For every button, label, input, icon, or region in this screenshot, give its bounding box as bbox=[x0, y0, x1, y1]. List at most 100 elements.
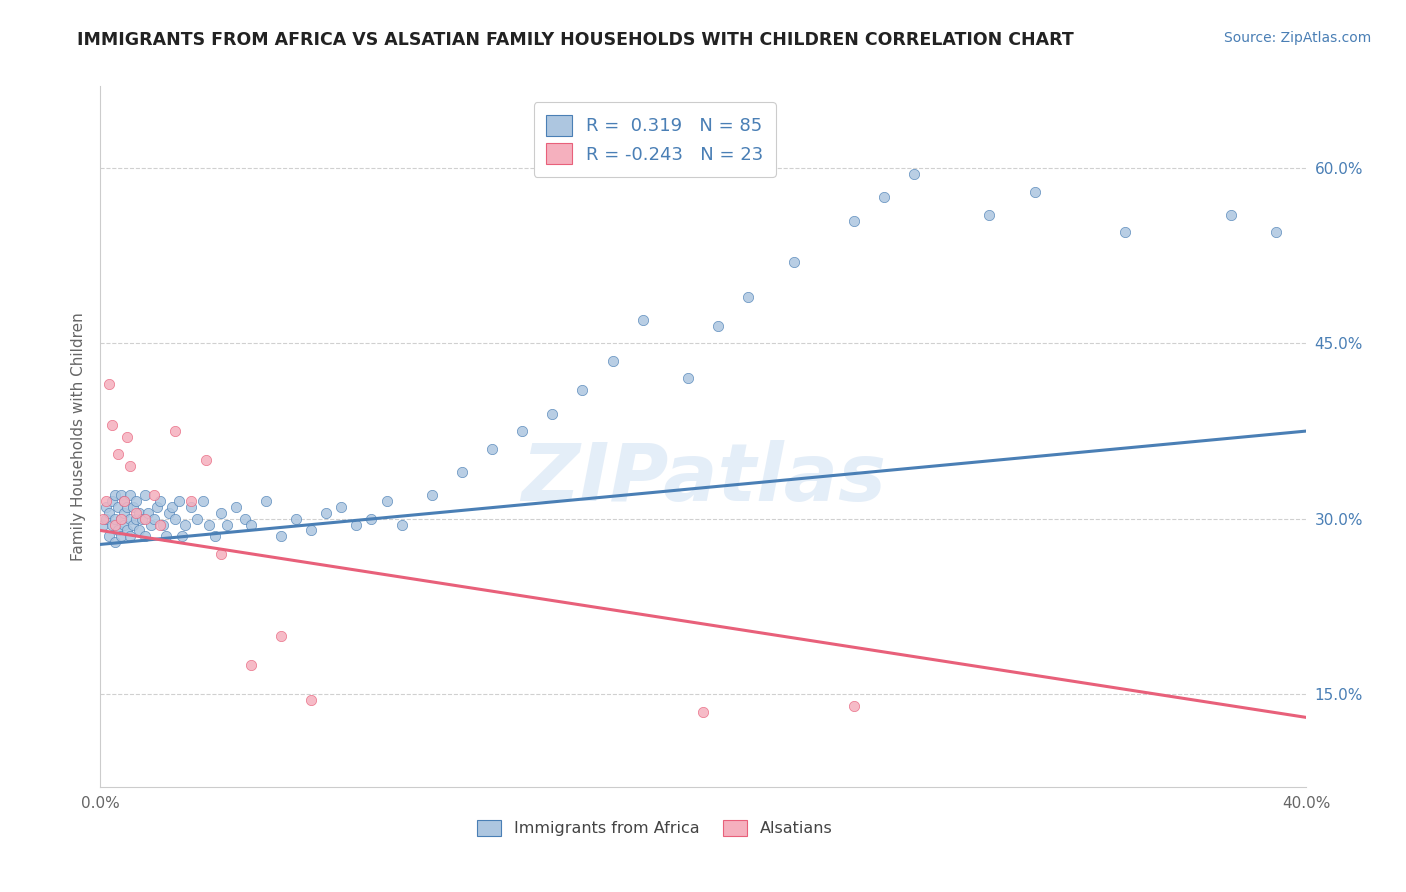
Point bbox=[117, 430, 139, 444]
Point bbox=[96, 500, 118, 514]
Point bbox=[96, 512, 118, 526]
Point bbox=[541, 407, 564, 421]
Point bbox=[112, 494, 135, 508]
Point bbox=[204, 529, 226, 543]
Point bbox=[149, 517, 172, 532]
Point bbox=[120, 529, 142, 543]
Point bbox=[162, 500, 184, 514]
Point bbox=[143, 512, 166, 526]
Point bbox=[165, 424, 187, 438]
Point bbox=[149, 494, 172, 508]
Point bbox=[1219, 208, 1241, 222]
Point bbox=[602, 354, 624, 368]
Point bbox=[120, 459, 142, 474]
Point bbox=[191, 494, 214, 508]
Point bbox=[285, 512, 308, 526]
Point bbox=[225, 500, 247, 514]
Point bbox=[107, 524, 129, 538]
Point bbox=[571, 383, 593, 397]
Text: Source: ZipAtlas.com: Source: ZipAtlas.com bbox=[1223, 31, 1371, 45]
Point bbox=[254, 494, 277, 508]
Point bbox=[676, 371, 699, 385]
Point bbox=[152, 517, 174, 532]
Point bbox=[737, 290, 759, 304]
Point bbox=[101, 517, 124, 532]
Point bbox=[98, 377, 121, 392]
Y-axis label: Family Households with Children: Family Households with Children bbox=[72, 312, 86, 561]
Point bbox=[120, 512, 142, 526]
Point bbox=[125, 512, 148, 526]
Point bbox=[128, 506, 150, 520]
Point bbox=[96, 494, 118, 508]
Point bbox=[143, 488, 166, 502]
Point bbox=[344, 517, 367, 532]
Point bbox=[239, 657, 262, 672]
Point bbox=[122, 517, 145, 532]
Point bbox=[104, 512, 127, 526]
Point bbox=[270, 629, 292, 643]
Point bbox=[1024, 185, 1046, 199]
Point bbox=[270, 529, 292, 543]
Point bbox=[173, 517, 195, 532]
Point bbox=[125, 506, 148, 520]
Point bbox=[138, 506, 160, 520]
Point bbox=[330, 500, 353, 514]
Point bbox=[451, 465, 474, 479]
Point bbox=[104, 535, 127, 549]
Point bbox=[186, 512, 208, 526]
Point bbox=[1114, 226, 1136, 240]
Point bbox=[112, 517, 135, 532]
Point bbox=[134, 488, 156, 502]
Point bbox=[299, 693, 322, 707]
Point bbox=[692, 705, 714, 719]
Point bbox=[104, 517, 127, 532]
Point bbox=[873, 190, 896, 204]
Point bbox=[360, 512, 382, 526]
Point bbox=[101, 418, 124, 433]
Text: IMMIGRANTS FROM AFRICA VS ALSATIAN FAMILY HOUSEHOLDS WITH CHILDREN CORRELATION C: IMMIGRANTS FROM AFRICA VS ALSATIAN FAMIL… bbox=[77, 31, 1074, 49]
Point bbox=[122, 500, 145, 514]
Point bbox=[1264, 226, 1286, 240]
Point bbox=[391, 517, 413, 532]
Legend: Immigrants from Africa, Alsatians: Immigrants from Africa, Alsatians bbox=[471, 814, 839, 843]
Point bbox=[155, 529, 177, 543]
Point bbox=[91, 512, 114, 526]
Point bbox=[107, 500, 129, 514]
Point bbox=[98, 529, 121, 543]
Point bbox=[420, 488, 443, 502]
Point bbox=[117, 524, 139, 538]
Point bbox=[510, 424, 533, 438]
Point bbox=[194, 453, 217, 467]
Point bbox=[91, 517, 114, 532]
Point bbox=[110, 512, 132, 526]
Point bbox=[167, 494, 190, 508]
Point bbox=[120, 488, 142, 502]
Text: ZIPatlas: ZIPatlas bbox=[520, 440, 886, 518]
Point bbox=[104, 488, 127, 502]
Point bbox=[197, 517, 219, 532]
Point bbox=[842, 698, 865, 713]
Point bbox=[233, 512, 256, 526]
Point bbox=[170, 529, 193, 543]
Point bbox=[180, 500, 202, 514]
Point bbox=[209, 506, 232, 520]
Point bbox=[903, 167, 925, 181]
Point bbox=[128, 524, 150, 538]
Point bbox=[707, 318, 730, 333]
Point bbox=[146, 500, 169, 514]
Point bbox=[112, 494, 135, 508]
Point bbox=[215, 517, 238, 532]
Point bbox=[110, 488, 132, 502]
Point bbox=[631, 313, 654, 327]
Point bbox=[112, 506, 135, 520]
Point bbox=[110, 529, 132, 543]
Point bbox=[98, 506, 121, 520]
Point bbox=[239, 517, 262, 532]
Point bbox=[209, 547, 232, 561]
Point bbox=[782, 254, 804, 268]
Point bbox=[107, 447, 129, 461]
Point bbox=[134, 512, 156, 526]
Point bbox=[110, 512, 132, 526]
Point bbox=[165, 512, 187, 526]
Point bbox=[159, 506, 181, 520]
